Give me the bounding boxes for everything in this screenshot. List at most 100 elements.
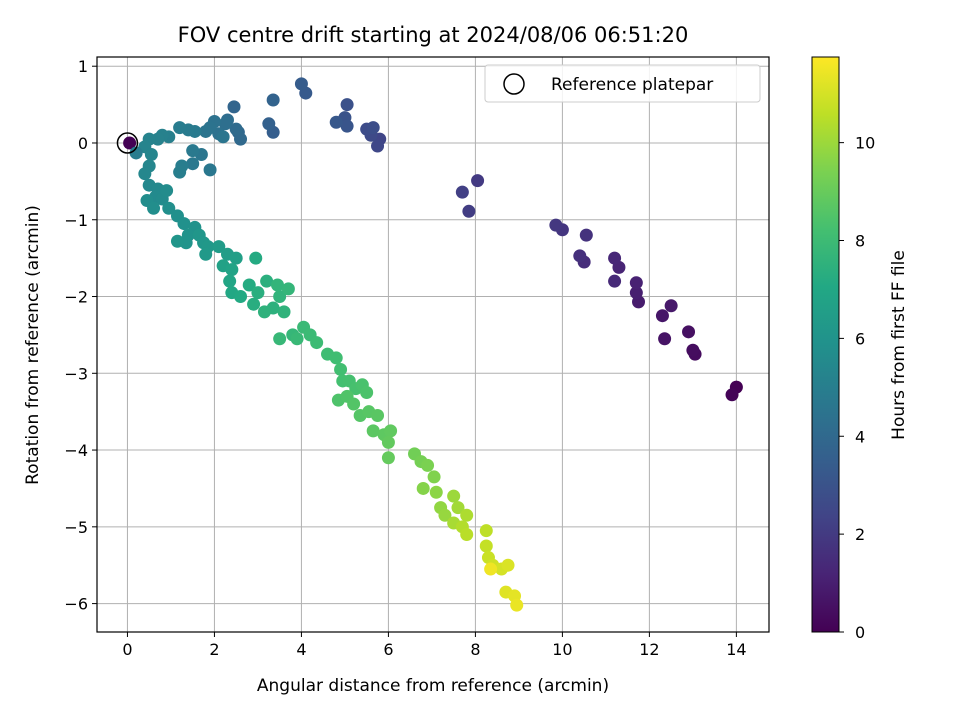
data-point <box>329 115 343 129</box>
data-point <box>138 167 152 181</box>
data-point <box>294 77 308 91</box>
colorbar <box>811 56 840 633</box>
data-point <box>421 458 435 472</box>
colorbar-label: Hours from first FF file <box>889 250 909 440</box>
data-point <box>129 146 143 160</box>
data-point <box>384 424 398 438</box>
data-point <box>682 325 696 339</box>
y-tick-label: 1 <box>78 57 88 76</box>
data-point <box>277 305 291 319</box>
data-point <box>186 157 200 171</box>
data-point <box>447 489 461 503</box>
data-point <box>247 297 261 311</box>
grid-lines <box>97 57 769 632</box>
data-point <box>229 251 243 265</box>
data-point <box>725 388 739 402</box>
data-point <box>629 286 643 300</box>
y-axis-ticks: −6 −5 −4 −3 −2 −1 0 1 <box>64 57 97 614</box>
data-point <box>170 234 184 248</box>
data-point <box>260 274 274 288</box>
data-point <box>451 501 465 515</box>
x-tick-label: 6 <box>383 640 393 659</box>
data-point <box>147 201 161 215</box>
x-tick-label: 12 <box>639 640 659 659</box>
y-tick-label: −5 <box>64 518 88 537</box>
data-point <box>340 119 354 133</box>
colorbar-ticks: 0 2 4 6 8 10 <box>839 134 875 642</box>
data-point <box>227 100 241 114</box>
y-tick-label: −2 <box>64 288 88 307</box>
data-point <box>608 251 622 265</box>
data-point <box>416 481 430 495</box>
data-point <box>234 290 248 304</box>
data-point <box>427 470 441 484</box>
legend-box <box>484 64 761 103</box>
data-point <box>218 117 232 131</box>
colorbar-tick-label: 8 <box>855 232 865 251</box>
data-point <box>212 240 226 254</box>
y-tick-label: −6 <box>64 595 88 614</box>
data-point <box>629 276 643 290</box>
data-point <box>462 204 476 218</box>
data-point <box>579 228 593 242</box>
data-point <box>199 124 213 138</box>
data-point <box>251 286 265 300</box>
data-point <box>173 121 187 135</box>
y-tick-label: −4 <box>64 441 88 460</box>
data-point <box>460 508 474 522</box>
data-point <box>381 435 395 449</box>
x-tick-label: 4 <box>296 640 306 659</box>
colorbar-tick-label: 6 <box>855 329 865 348</box>
data-point <box>510 598 524 612</box>
data-point <box>271 278 285 292</box>
y-axis-label: Rotation from reference (arcmin) <box>23 205 43 485</box>
colorbar-tick-label: 2 <box>855 525 865 544</box>
data-point <box>340 98 354 112</box>
data-point <box>266 93 280 107</box>
x-axis-label: Angular distance from reference (arcmin) <box>257 676 609 696</box>
data-point <box>281 282 295 296</box>
data-point <box>242 278 256 292</box>
data-point <box>160 184 174 198</box>
data-point <box>484 562 498 576</box>
data-point <box>273 332 287 346</box>
x-tick-label: 8 <box>470 640 480 659</box>
data-point <box>438 508 452 522</box>
colorbar-tick-label: 4 <box>855 427 865 446</box>
data-point <box>334 362 348 376</box>
data-point <box>479 524 493 538</box>
data-point <box>177 217 191 231</box>
data-point <box>234 132 248 146</box>
plot-frame <box>96 56 770 633</box>
legend-label-reference: Reference platepar <box>551 75 713 95</box>
data-point <box>199 247 213 261</box>
y-tick-label: −1 <box>64 211 88 230</box>
y-tick-label: −3 <box>64 364 88 383</box>
data-point <box>249 251 263 265</box>
data-point <box>310 336 324 350</box>
data-point <box>471 174 485 188</box>
data-point <box>549 218 563 232</box>
colorbar-tick-label: 0 <box>855 623 865 642</box>
data-point <box>460 528 474 542</box>
data-point <box>658 332 672 346</box>
data-point <box>262 117 276 131</box>
data-point <box>225 263 239 277</box>
data-point <box>655 309 669 323</box>
data-point <box>360 385 374 399</box>
x-axis-ticks: 0 2 4 6 8 10 12 14 <box>122 632 747 659</box>
data-point <box>123 136 137 150</box>
data-point <box>371 139 385 153</box>
data-point <box>366 121 380 135</box>
colorbar-tick-label: 10 <box>855 134 875 153</box>
data-point <box>455 185 469 199</box>
data-point <box>329 351 343 365</box>
data-point <box>347 397 361 411</box>
data-point <box>144 147 158 161</box>
data-point <box>257 305 271 319</box>
data-point <box>501 558 515 572</box>
chart-title: FOV centre drift starting at 2024/08/06 … <box>178 23 689 47</box>
x-tick-label: 14 <box>726 640 746 659</box>
data-point <box>664 299 678 313</box>
